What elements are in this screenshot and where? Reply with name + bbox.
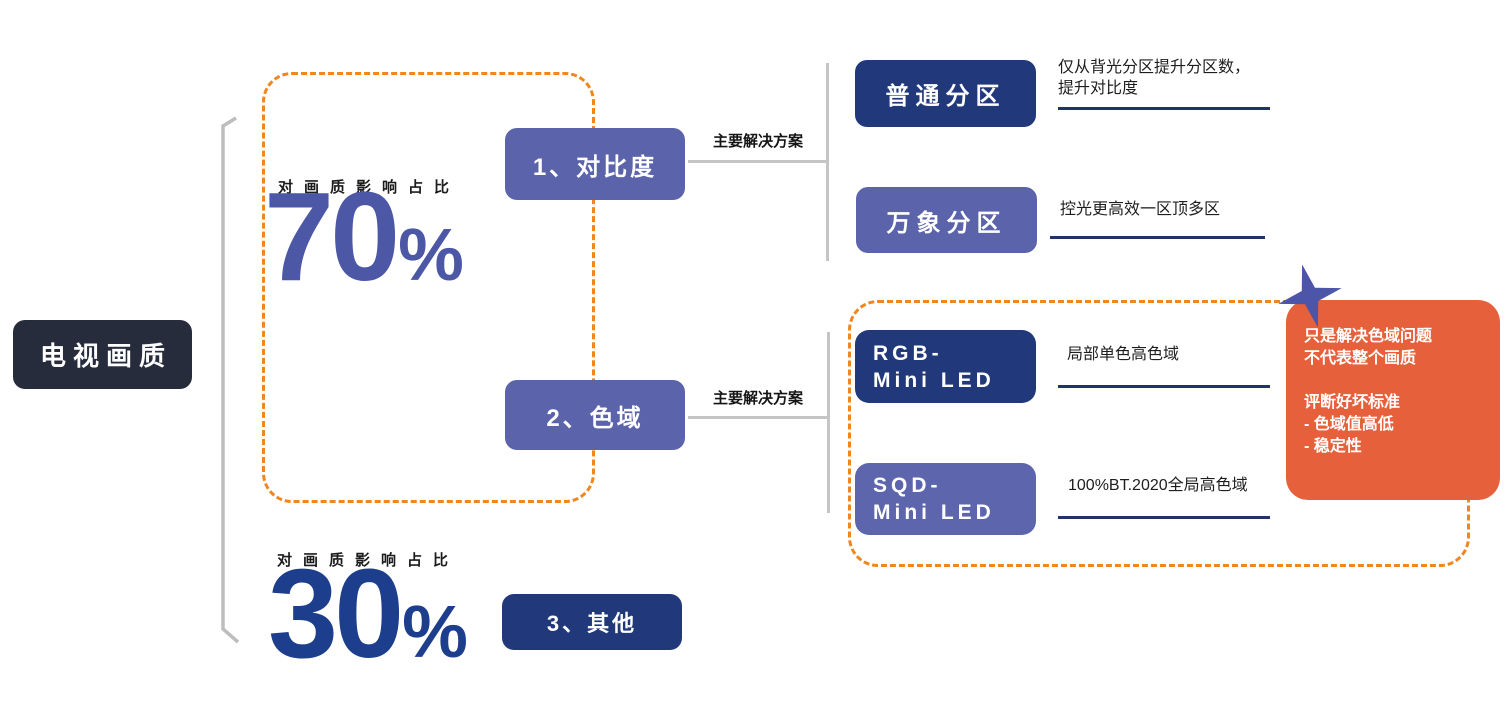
branch1-connector-label: 主要解决方案 [712, 133, 803, 150]
desc-wanxiang-zones: 控光更高效一区顶多区 [1060, 201, 1221, 218]
branch-contrast-node: 1、对比度 [505, 128, 685, 200]
impact-30-value: 30% [268, 551, 468, 677]
branch1-connector-vline [826, 63, 829, 261]
star-icon [1278, 264, 1342, 328]
desc-sqd-mini-led: 100%BT.2020全局高色域 [1068, 477, 1248, 494]
branch2-connector-vline [827, 332, 830, 513]
node-wanxiang-zones: 万象分区 [856, 187, 1037, 253]
desc-underline [1058, 516, 1270, 519]
dashed-frame-70-group [262, 72, 595, 503]
gamut-note-callout: 只是解决色域问题 不代表整个画质 评断好坏标准 - 色域值高低 - 稳定性 [1286, 300, 1500, 500]
branch2-connector-label: 主要解决方案 [712, 390, 803, 407]
desc-underline [1050, 236, 1265, 239]
branch2-connector-hline [688, 416, 828, 419]
node-rgb-mini-led: RGB- Mini LED [855, 330, 1036, 403]
impact-70-value: 70% [264, 174, 464, 300]
branch-other-node: 3、其他 [502, 594, 682, 650]
branch-gamut-node: 2、色域 [505, 380, 685, 450]
node-sqd-mini-led: SQD- Mini LED [855, 463, 1036, 535]
node-normal-zones: 普通分区 [855, 60, 1036, 127]
impact-30-number: 30 [268, 543, 404, 684]
desc-underline [1058, 107, 1270, 110]
gamut-note-text: 只是解决色域问题 不代表整个画质 评断好坏标准 - 色域值高低 - 稳定性 [1304, 328, 1433, 455]
branch1-connector-hline [688, 160, 828, 163]
desc-rgb-mini-led: 局部单色高色域 [1067, 346, 1180, 363]
impact-70-label: 对画质影响占比 [278, 179, 461, 196]
root-node-tv-quality: 电视画质 [13, 320, 192, 389]
impact-70-number: 70 [264, 166, 400, 307]
impact-30-label: 对画质影响占比 [277, 552, 460, 569]
impact-30-percent-sign: % [402, 590, 468, 673]
impact-70-percent-sign: % [398, 213, 464, 296]
desc-normal-zones: 仅从背光分区提升分区数， 提升对比度 [1058, 59, 1251, 97]
bracket-line [221, 116, 240, 644]
desc-underline [1058, 385, 1270, 388]
